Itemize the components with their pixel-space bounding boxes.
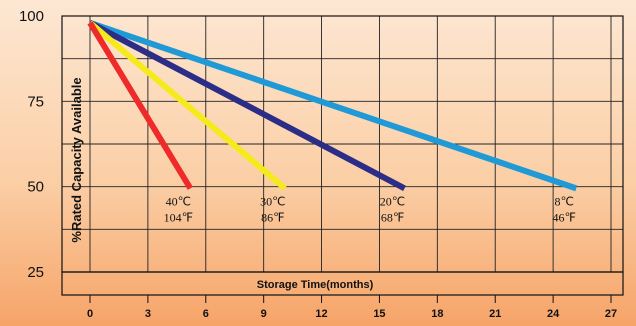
x-tick-label: 27	[605, 308, 617, 320]
x-tick-label: 21	[489, 308, 501, 320]
x-tick-label: 6	[203, 308, 209, 320]
x-axis-band	[61, 271, 624, 296]
temp-label-fahrenheit: 104℉	[164, 210, 193, 224]
x-tick-label: 0	[87, 308, 93, 320]
series-line	[89, 19, 578, 192]
temp-label-celsius: 20℃	[380, 194, 405, 208]
temp-label-celsius: 40℃	[166, 194, 191, 208]
series-line	[88, 20, 406, 192]
x-axis-label: Storage Time(months)	[257, 279, 374, 291]
x-tick-label: 24	[547, 308, 560, 320]
series-line	[88, 20, 287, 191]
temp-label-fahrenheit: 86℉	[261, 210, 284, 224]
series-line	[87, 21, 193, 190]
x-axis-ticks: 0 3 6 9 12 15 18 21 24 27	[87, 295, 617, 320]
x-tick-label: 3	[145, 308, 151, 320]
y-axis-ticks: 100 75 50 25	[19, 8, 44, 281]
y-tick-label: 25	[27, 264, 44, 281]
x-tick-label: 9	[261, 308, 267, 320]
temp-label-celsius: 30℃	[260, 194, 285, 208]
y-tick-label: 75	[27, 93, 44, 110]
x-tick-label: 18	[431, 308, 443, 320]
x-tick-label: 12	[315, 308, 327, 320]
temp-label-fahrenheit: 68℉	[381, 210, 404, 224]
y-axis-label: %Rated Capacity Available	[69, 77, 84, 242]
y-tick-label: 50	[27, 179, 44, 196]
temperature-labels: 40℃ 104℉ 30℃ 86℉ 20℃ 68℉ 8℃ 46℉	[164, 194, 576, 224]
x-tick-label: 15	[373, 308, 385, 320]
temp-label-celsius: 8℃	[555, 194, 574, 208]
y-tick-label: 100	[19, 8, 44, 25]
temp-label-fahrenheit: 46℉	[553, 210, 576, 224]
series-lines	[87, 19, 578, 192]
